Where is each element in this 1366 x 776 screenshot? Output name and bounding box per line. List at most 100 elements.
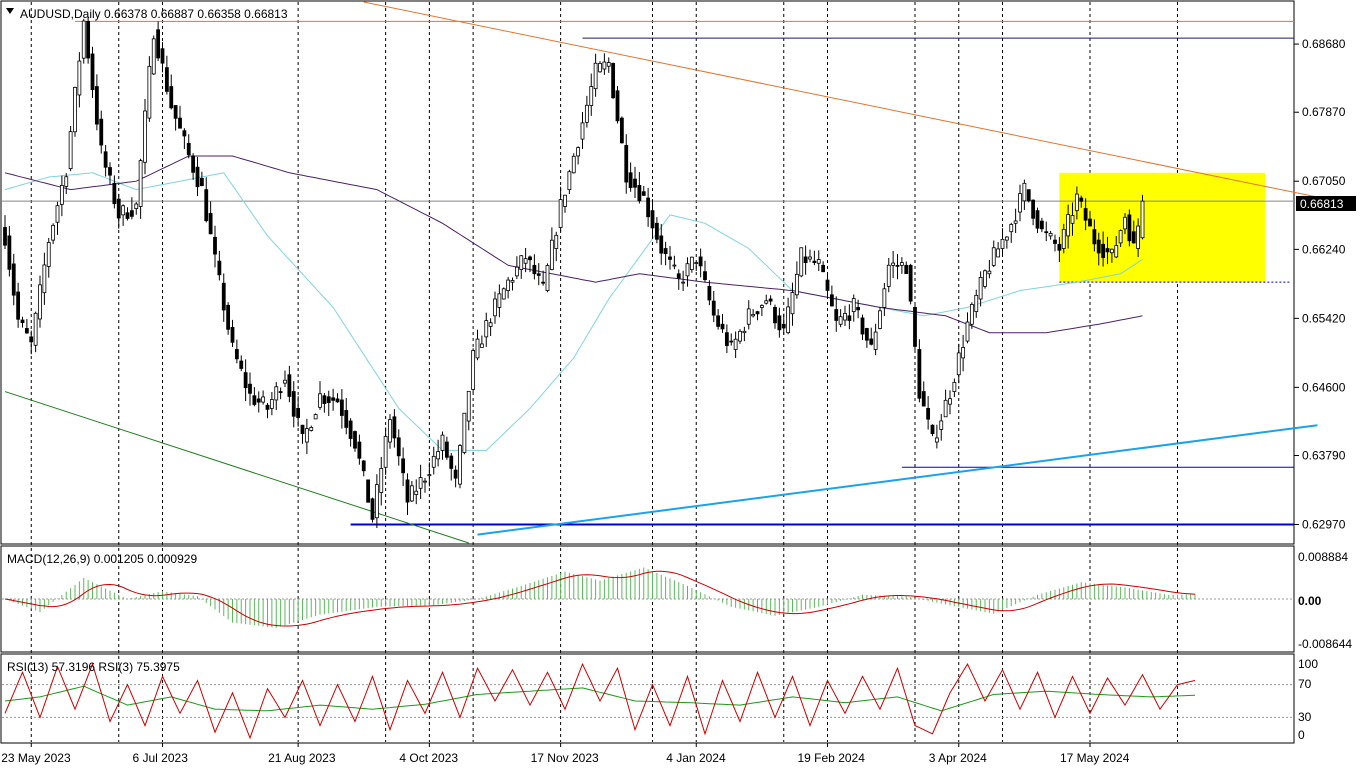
candle-body xyxy=(256,398,261,403)
candle-body xyxy=(961,347,966,359)
candle-body xyxy=(724,332,729,347)
candle-body xyxy=(125,212,130,219)
candle-body xyxy=(90,53,95,91)
ascending-support-trendline xyxy=(477,424,1318,536)
symbol-info-label: AUDUSD,Daily 0.66378 0.66887 0.66358 0.6… xyxy=(20,7,288,21)
candle-body xyxy=(479,343,484,348)
candle-body xyxy=(1009,224,1014,233)
candle-body xyxy=(1022,182,1027,202)
candle-body xyxy=(151,38,156,75)
triangle-down-icon[interactable] xyxy=(6,8,14,14)
rsi-layer xyxy=(2,662,1294,740)
candle-body xyxy=(169,86,174,109)
candle-body xyxy=(519,255,524,270)
candle-body xyxy=(73,87,77,133)
candle-body xyxy=(1096,239,1101,254)
candle-body xyxy=(541,281,546,284)
candle-body xyxy=(821,264,826,273)
descending-resistance-trendline xyxy=(363,1,1322,199)
candle-body xyxy=(213,236,217,255)
candle-body xyxy=(851,298,856,313)
candle-body xyxy=(11,263,16,296)
candle-body xyxy=(427,474,432,477)
time-tick-label: 6 Jul 2023 xyxy=(133,751,189,765)
candle-body xyxy=(536,273,541,276)
candle-body xyxy=(388,419,392,443)
candle-body xyxy=(1070,215,1075,224)
candle-body xyxy=(436,451,441,460)
descending-support-trendline xyxy=(4,391,469,544)
candle-body xyxy=(768,298,773,302)
candle-body xyxy=(134,203,139,209)
candle-body xyxy=(475,338,480,359)
candle-body xyxy=(366,479,371,503)
candle-body xyxy=(711,300,716,316)
candle-body xyxy=(59,185,64,205)
candle-body xyxy=(226,304,231,330)
candle-body xyxy=(528,256,532,261)
candle-body xyxy=(199,178,204,187)
candle-body xyxy=(383,436,388,468)
candle-body xyxy=(405,479,410,503)
candle-body xyxy=(996,248,1001,258)
candle-body xyxy=(287,374,292,397)
candle-body xyxy=(786,306,791,334)
candle-body xyxy=(353,431,357,449)
candle-body xyxy=(790,292,795,315)
candle-body xyxy=(633,178,637,188)
ma-fast-line xyxy=(4,172,1143,451)
candle-body xyxy=(558,199,563,228)
candle-body xyxy=(650,210,655,229)
candle-body xyxy=(606,62,611,67)
candle-body xyxy=(567,171,572,191)
candle-body xyxy=(628,172,633,188)
candle-body xyxy=(322,395,327,404)
candle-body xyxy=(278,391,283,393)
candle-body xyxy=(1035,210,1040,229)
candle-body xyxy=(580,122,585,140)
candle-body xyxy=(274,386,279,401)
candle-body xyxy=(746,308,751,325)
candle-body xyxy=(1004,236,1009,241)
price-tick-label: 0.63790 xyxy=(1302,448,1346,462)
candle-body xyxy=(116,198,121,219)
candle-body xyxy=(899,262,904,266)
time-axis: 23 May 2023 6 Jul 2023 21 Aug 2023 4 Oct 20… xyxy=(1,743,1130,765)
candle-body xyxy=(1000,238,1005,249)
candle-body xyxy=(563,194,567,207)
candle-body xyxy=(248,383,252,394)
candle-body xyxy=(64,176,69,187)
candle-body xyxy=(987,270,992,275)
time-tick-label: 17 May 2024 xyxy=(1060,751,1130,765)
candle-body xyxy=(20,319,25,323)
price-tick-label: 0.68680 xyxy=(1302,37,1346,51)
candle-body xyxy=(68,131,73,169)
candle-body xyxy=(864,328,869,341)
candle-body xyxy=(221,282,226,311)
candle-body xyxy=(847,315,852,321)
candle-body xyxy=(156,29,161,59)
candle-body xyxy=(147,65,152,119)
candle-body xyxy=(265,404,270,410)
candle-body xyxy=(602,61,607,70)
candle-body xyxy=(401,458,406,474)
candle-body xyxy=(234,349,239,360)
candle-body xyxy=(733,338,738,350)
candle-body xyxy=(361,460,366,472)
candle-body xyxy=(129,210,134,217)
candle-body xyxy=(191,155,196,173)
candle-body xyxy=(493,298,497,317)
candle-body xyxy=(506,279,511,291)
candle-body xyxy=(904,264,909,275)
candle-body xyxy=(952,381,957,392)
candle-body xyxy=(1031,199,1036,219)
candle-body xyxy=(882,288,887,308)
candle-body xyxy=(1013,220,1018,224)
candle-body xyxy=(759,305,764,308)
price-tick-label: 0.67870 xyxy=(1302,105,1346,119)
candle-body xyxy=(230,326,235,343)
candle-body xyxy=(965,321,970,342)
candle-body xyxy=(217,260,222,276)
